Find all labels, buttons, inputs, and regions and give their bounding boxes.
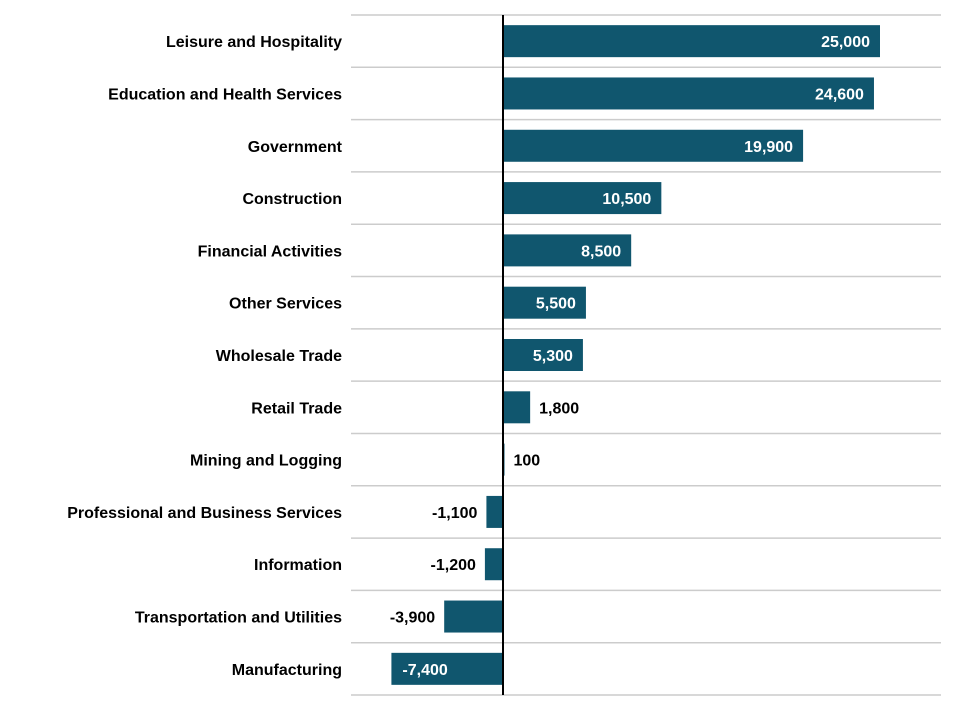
category-label: Mining and Logging xyxy=(190,453,342,470)
category-label: Manufacturing xyxy=(232,662,342,679)
value-label: 100 xyxy=(514,453,541,470)
category-labels: Leisure and Hospitality Education and Hea… xyxy=(67,34,342,679)
category-label: Retail Trade xyxy=(251,400,342,417)
bar xyxy=(503,234,632,267)
bar xyxy=(486,495,503,528)
bar xyxy=(503,129,804,162)
value-label: 1,800 xyxy=(539,400,579,417)
value-label: 10,500 xyxy=(602,191,651,208)
bar xyxy=(484,548,503,581)
category-label: Financial Activities xyxy=(198,243,342,260)
category-label: Transportation and Utilities xyxy=(135,610,342,627)
value-label: 5,300 xyxy=(533,348,573,365)
category-label: Professional and Business Services xyxy=(67,505,342,522)
category-label: Construction xyxy=(242,191,342,208)
category-label: Leisure and Hospitality xyxy=(166,34,342,51)
value-label: 24,600 xyxy=(815,86,864,103)
category-label: Wholesale Trade xyxy=(216,348,342,365)
gridlines xyxy=(351,14,941,696)
value-label: -3,900 xyxy=(390,610,435,627)
bar xyxy=(391,652,503,685)
value-labels: 25,000 24,600 19,900 10,500 8,500 5,500 5,300 1… xyxy=(390,34,870,679)
category-label: Government xyxy=(248,139,343,156)
category-label: Information xyxy=(254,557,342,574)
bar xyxy=(444,600,503,633)
bar xyxy=(503,25,880,58)
bar xyxy=(503,339,583,371)
bar xyxy=(503,77,874,110)
category-label: Education and Health Services xyxy=(108,86,342,103)
bar xyxy=(503,391,531,424)
value-label: -1,100 xyxy=(432,505,477,522)
value-label: -7,400 xyxy=(402,662,447,679)
value-label: 8,500 xyxy=(581,243,621,260)
bars xyxy=(391,25,880,685)
value-label: 25,000 xyxy=(821,34,870,51)
bar xyxy=(503,286,586,319)
value-label: 19,900 xyxy=(744,139,793,156)
value-label: 5,500 xyxy=(536,296,576,313)
value-label: -1,200 xyxy=(431,557,476,574)
bar xyxy=(503,182,662,215)
category-label: Other Services xyxy=(229,296,342,313)
